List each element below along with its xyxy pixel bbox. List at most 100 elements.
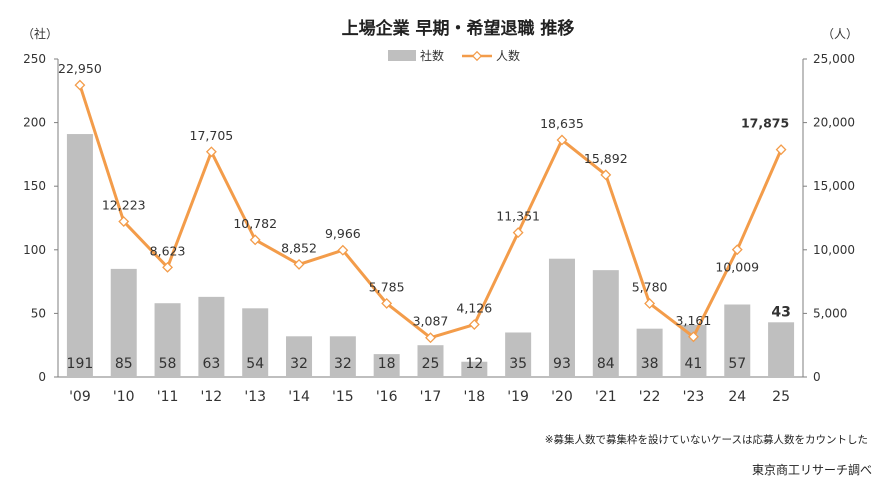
bar [768,322,795,377]
point-value-label: 8,852 [281,240,317,255]
x-tick-label: '22 [639,389,661,405]
bar-value-label: 18 [378,356,396,372]
right-tick-label: 0 [813,370,821,384]
legend-bar-swatch [388,50,416,61]
left-axis-unit: （社） [22,26,58,41]
bar-value-label: 12 [465,356,483,372]
x-tick-label: '20 [551,389,573,405]
bar [154,303,181,377]
x-tick-label: '19 [507,389,529,405]
bar [286,336,313,377]
point-value-label: 10,009 [715,260,759,275]
bar [548,258,575,377]
point-value-label: 8,623 [150,243,186,258]
series-point [468,319,480,330]
series-point [118,216,130,227]
bar-value-label: 32 [290,356,308,372]
x-tick-label: '10 [113,389,135,405]
bar [592,270,619,377]
right-tick-label: 10,000 [813,243,855,257]
right-tick-label: 20,000 [813,116,855,130]
point-value-label: 15,892 [584,151,628,166]
left-tick-label: 50 [31,306,46,320]
legend: 社数 人数 [388,48,520,63]
bar [417,345,444,377]
x-tick-label: '11 [157,389,179,405]
series-point [731,244,743,256]
series-point [249,234,261,246]
left-tick-label: 100 [23,243,46,257]
bar-value-label: 63 [202,356,220,372]
series-point [293,258,305,270]
chart-title: 上場企業 早期・希望退職 推移 [342,18,575,39]
bar-value-label: 57 [728,356,746,372]
bar-value-label-highlight: 43 [771,304,790,320]
series-point [600,169,612,181]
point-value-label: 3,161 [676,313,712,328]
x-tick-label: '14 [288,389,310,405]
point-value-label: 11,351 [496,209,540,224]
bar [636,328,663,377]
bar-value-label: 35 [509,356,527,372]
point-value-label: 3,087 [413,314,449,329]
point-value-label: 9,966 [325,226,361,241]
x-tick-label: '15 [332,389,354,405]
x-tick-label: '09 [69,389,91,405]
bar-value-label: 54 [246,356,264,372]
x-tick-label: '13 [244,389,266,405]
bar [373,354,400,377]
right-tick-label: 25,000 [813,52,855,66]
point-value-label: 18,635 [540,116,584,131]
legend-line-marker [471,50,483,62]
series-line [78,84,783,340]
x-tick-label: '17 [420,389,442,405]
x-tick-label: '16 [376,389,398,405]
bar-value-label: 38 [641,356,659,372]
series-point [687,331,699,343]
left-tick-label: 150 [23,179,46,193]
bar-value-label: 58 [159,356,177,372]
point-value-label: 22,950 [58,61,102,76]
right-tick-label: 5,000 [813,306,847,320]
series-point [775,144,787,156]
point-value-label: 5,785 [369,279,405,294]
bar-value-label: 85 [115,356,133,372]
legend-bar-label: 社数 [420,48,444,63]
bar [66,134,93,377]
bar [110,268,137,377]
bar [198,296,225,377]
x-tick-label: '12 [201,389,223,405]
legend-line-label: 人数 [496,48,520,63]
bar-value-label: 93 [553,356,571,372]
series-point [381,297,393,309]
series-point [205,146,217,158]
right-tick-label: 15,000 [813,179,855,193]
x-tick-label: 25 [772,389,790,405]
bar [329,336,356,377]
left-tick-label: 250 [23,52,46,66]
source-credit: 東京商工リサーチ調べ [752,462,872,477]
series-point [74,79,86,91]
plot-area: 0 50 100 150 200 250 0 5,000 10,000 15,000 20,000 2… [23,52,855,405]
bar-value-label: 191 [67,356,94,372]
right-axis-unit: （人） [822,27,858,41]
bar-value-label: 41 [685,356,703,372]
footnote: ※募集人数で募集枠を設けていないケースは応募人数をカウントした [545,433,868,446]
x-tick-label: 24 [728,389,746,405]
x-tick-label: '23 [683,389,705,405]
point-value-label: 4,126 [456,301,492,316]
x-tick-label: '18 [463,389,485,405]
left-tick-label: 200 [23,116,46,130]
point-value-label: 17,705 [190,128,234,143]
bar [242,308,269,377]
bar-value-label: 84 [597,356,615,372]
series-point [337,244,349,256]
point-value-label-highlight: 17,875 [741,116,789,131]
left-tick-label: 0 [38,370,46,384]
x-tick-label: '21 [595,389,617,405]
series-point [425,332,436,344]
series-point [512,227,524,239]
series-point [162,261,174,273]
point-value-label: 5,780 [632,279,668,294]
